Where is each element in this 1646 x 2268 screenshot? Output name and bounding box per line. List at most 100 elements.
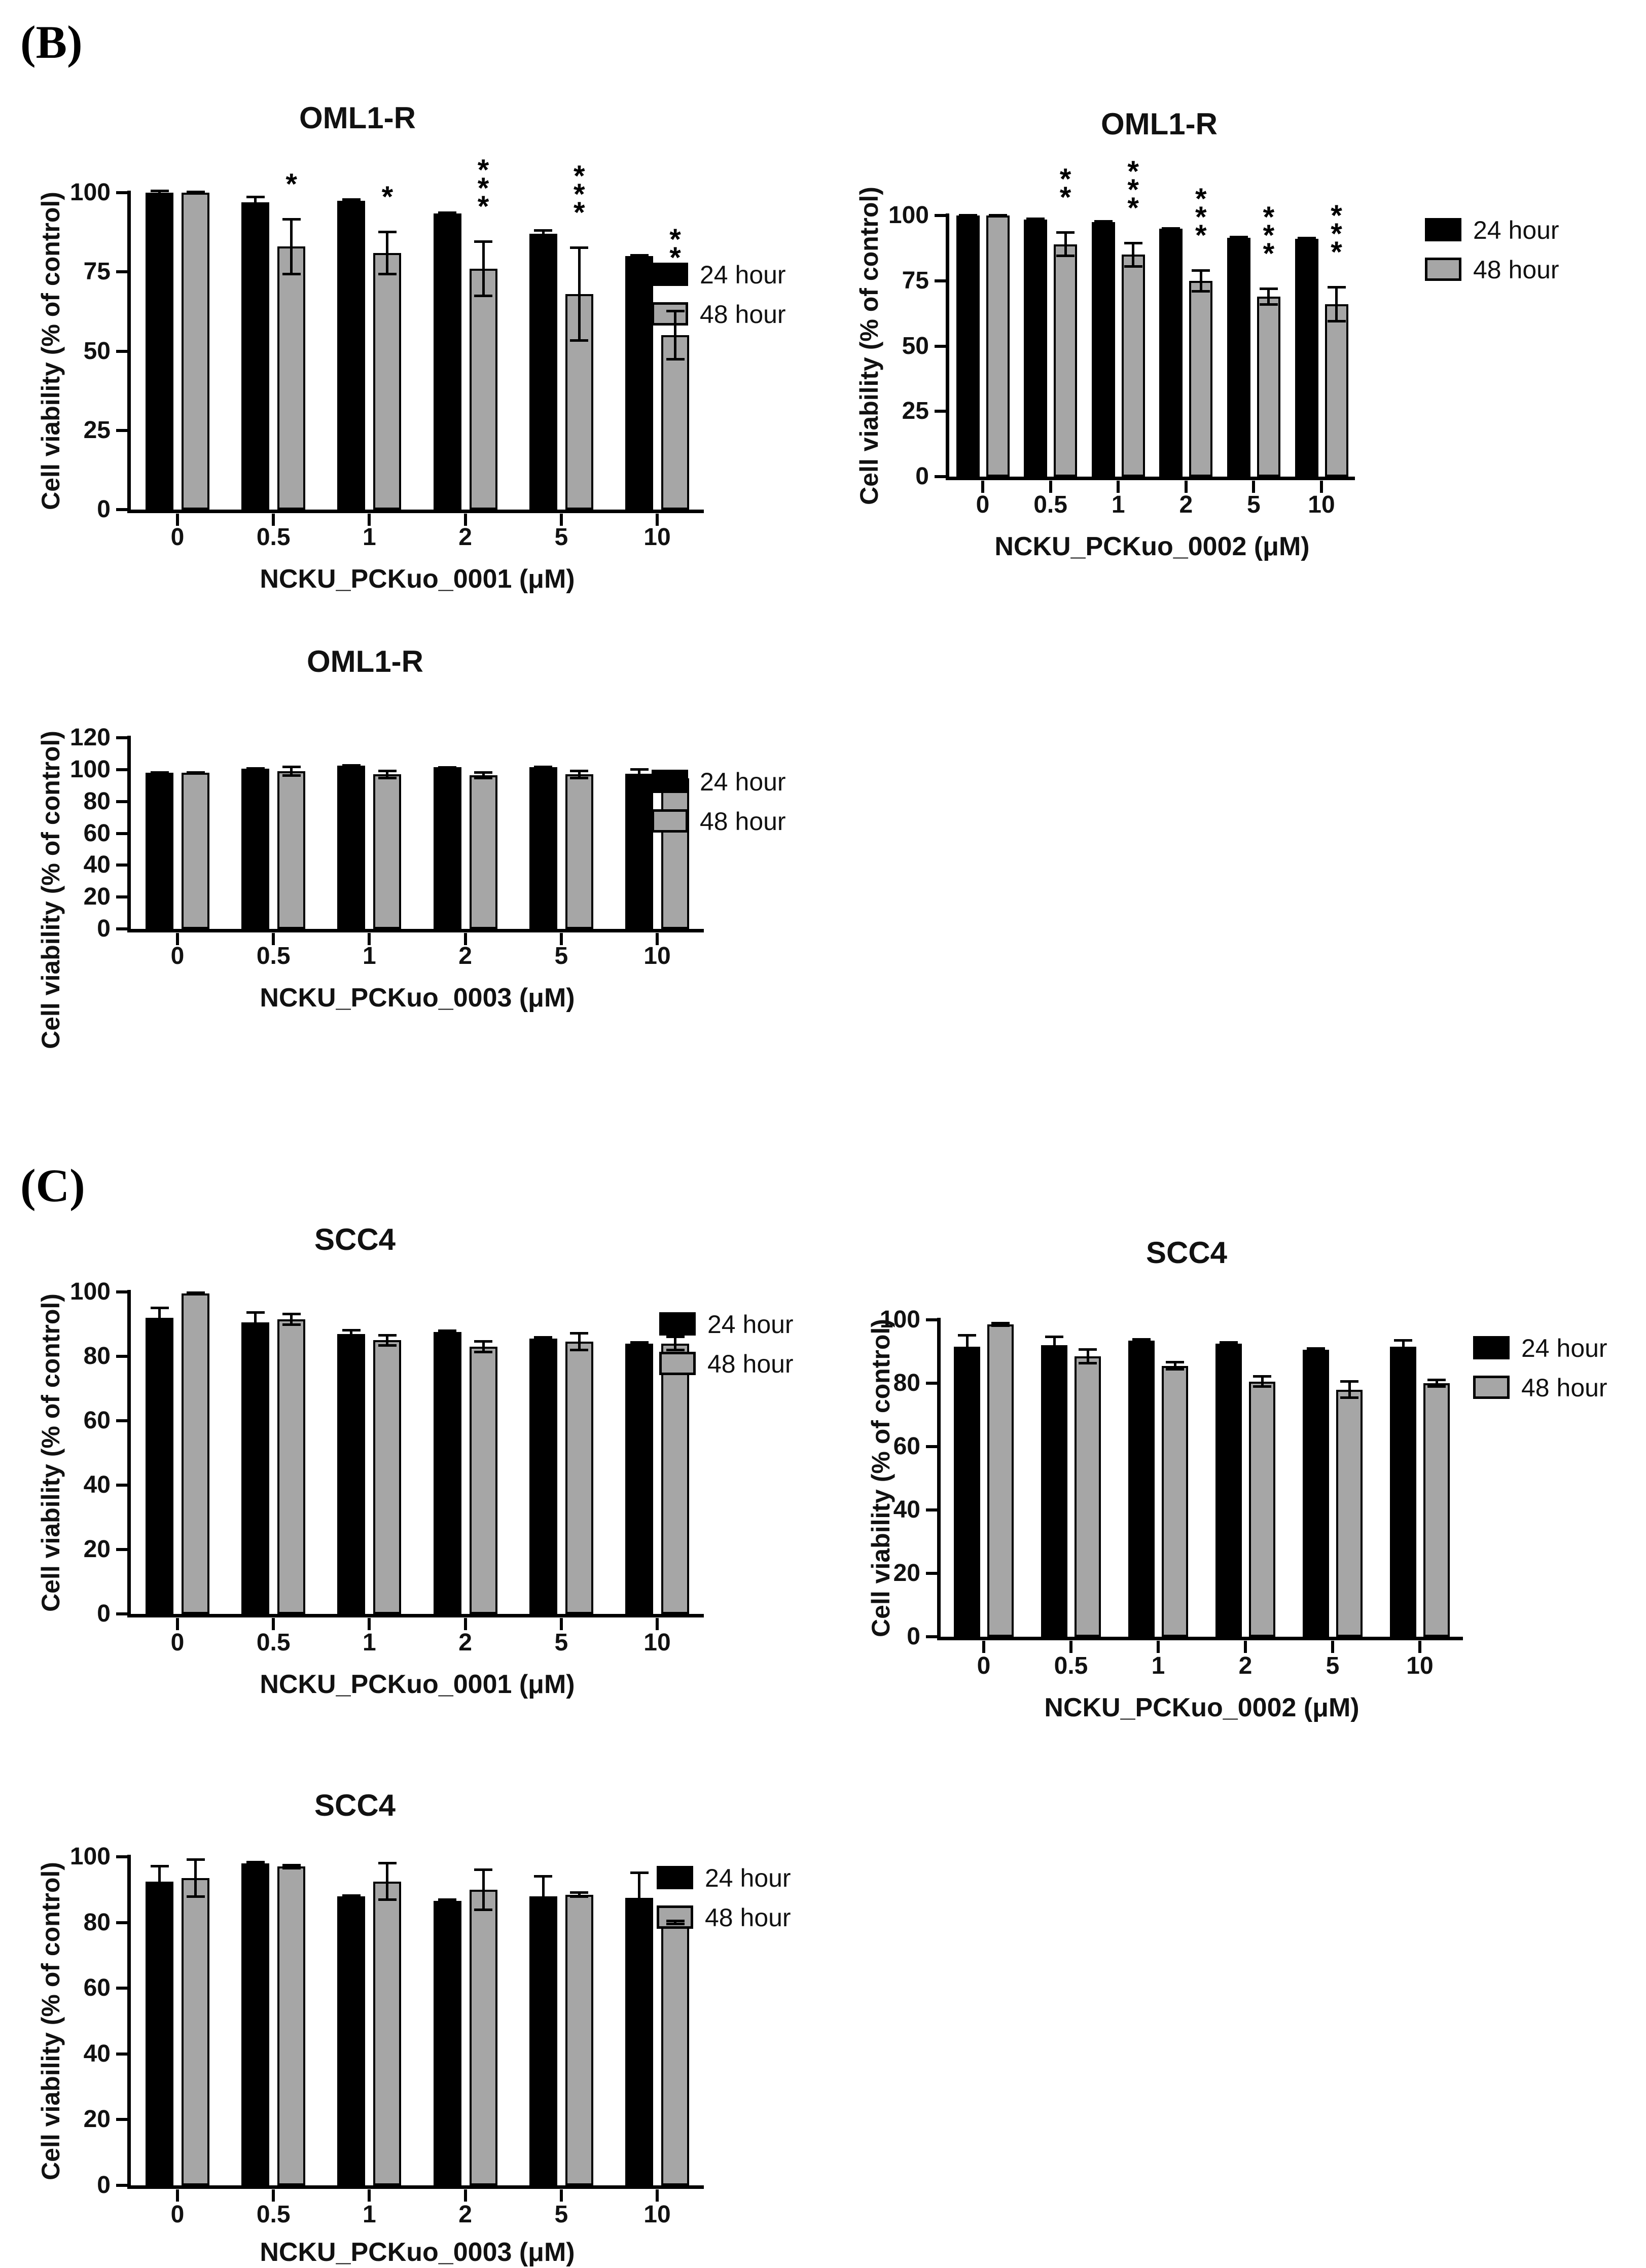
asterisk: * [1263,200,1275,234]
error-bar-cap-top [150,1865,169,1868]
legend-swatch-24h [657,1866,693,1889]
error-bar [674,1335,676,1352]
x-tick-label: 10 [643,524,671,551]
asterisk: * [574,196,585,230]
bar-24h [625,256,653,510]
y-tick [926,1382,937,1385]
error-bar-cap-top [378,1334,397,1337]
error-bar-cap-top [991,1322,1010,1325]
bar-24h [1128,1340,1155,1637]
error-bar [290,218,293,275]
asterisk: * [574,160,585,193]
legend-swatch-48h [652,809,688,833]
error-bar-cap-bottom [186,1292,205,1295]
error-bar-cap-bottom [988,214,1007,218]
error-bar-cap-bottom [1045,1352,1063,1355]
legend-swatch-48h [1473,1376,1510,1399]
x-tick [272,514,275,526]
error-bar-cap-bottom [1340,1396,1358,1399]
error-bar [482,240,485,298]
significance-marker: * * * [1122,157,1144,223]
error-bar [542,1336,545,1342]
error-bar-cap-top [1192,269,1210,272]
error-bar [638,1341,640,1346]
legend-swatch-24h [1473,1336,1510,1359]
error-bar-cap-bottom [150,1326,169,1329]
error-bar-cap-top [282,218,301,221]
error-bar-cap-bottom [186,192,205,195]
bar-48h [373,1881,402,2185]
x-tick-label: 5 [1326,1652,1340,1679]
error-bar-cap-top [1026,217,1045,220]
y-tick-label: 60 [893,1433,920,1460]
bar-24h [337,1334,366,1614]
y-tick-label: 20 [83,2106,111,2133]
y-tick-label: 40 [83,2040,111,2067]
x-tick [368,933,371,945]
y-tick [926,1572,937,1575]
error-bar-cap-bottom [534,1339,553,1342]
x-axis-label: NCKU_PCKuo_0003 (μM) [260,2238,575,2267]
error-bar-cap-top [1079,1348,1097,1351]
x-tick [981,481,984,493]
error-bar-cap-bottom [534,236,553,239]
legend-label-24h: 24 hour [707,1310,794,1339]
bar-48h [1054,244,1078,477]
error-bar-cap-bottom [991,1324,1010,1327]
bar-48h [565,1894,593,2185]
y-tick-label: 100 [879,1306,920,1333]
x-axis-line [127,1614,704,1617]
chart-title: SCC4 [1146,1236,1228,1270]
error-bar-cap-bottom [958,214,977,218]
x-tick-label: 0.5 [1033,491,1067,518]
bar-24h [1390,1347,1416,1637]
asterisk: * [477,190,489,223]
x-tick-label: 5 [1247,491,1261,518]
x-tick [1157,1641,1160,1653]
x-axis-line [127,929,704,932]
bar-24h [433,767,461,929]
error-bar-cap-top [1253,1375,1271,1378]
x-tick [1331,1641,1334,1653]
bar-24h [1091,222,1115,477]
bar-24h [1024,219,1048,477]
legend-label-24h: 24 hour [700,261,786,289]
x-tick-label: 10 [1308,491,1335,518]
error-bar-cap-bottom [474,1350,493,1353]
chart-title: SCC4 [314,1222,396,1256]
asterisk: * [1331,236,1342,269]
bar-48h [1336,1389,1363,1637]
error-bar [638,1871,640,1924]
error-bar-cap-bottom [378,776,397,779]
error-bar [578,1891,581,1898]
error-bar-cap-bottom [666,776,685,779]
bar-48h [661,1922,689,2185]
y-tick-label: 0 [97,915,111,942]
bar-24h [625,1343,653,1614]
error-bar-cap-top [150,189,169,192]
y-tick-label: 25 [902,398,929,425]
error-bar-cap-top [534,1336,553,1339]
legend-label-24h: 24 hour [1521,1334,1607,1362]
x-tick [272,2189,275,2202]
error-bar-cap-top [282,765,301,768]
bar-48h [182,1878,209,2185]
error-bar [578,769,581,779]
error-bar-cap-top [378,1861,397,1864]
error-bar-cap-bottom [666,1922,685,1925]
bar-24h [241,202,270,510]
bar-48h [373,774,402,929]
legend-label-24h: 24 hour [705,1864,791,1892]
error-bar-cap-bottom [958,1357,976,1360]
bar-24h [433,1901,461,2185]
bar-48h [1075,1356,1101,1637]
bar-24h [241,1863,270,2185]
error-bar-cap-top [378,769,397,772]
bar-24h [1159,228,1183,477]
x-tick [176,1618,179,1630]
chart-title: OML1-R [1101,107,1218,141]
error-bar-cap-bottom [246,1331,265,1334]
y-tick-label: 75 [902,267,929,294]
error-bar [1053,1336,1056,1355]
bar-24h [146,1317,173,1614]
